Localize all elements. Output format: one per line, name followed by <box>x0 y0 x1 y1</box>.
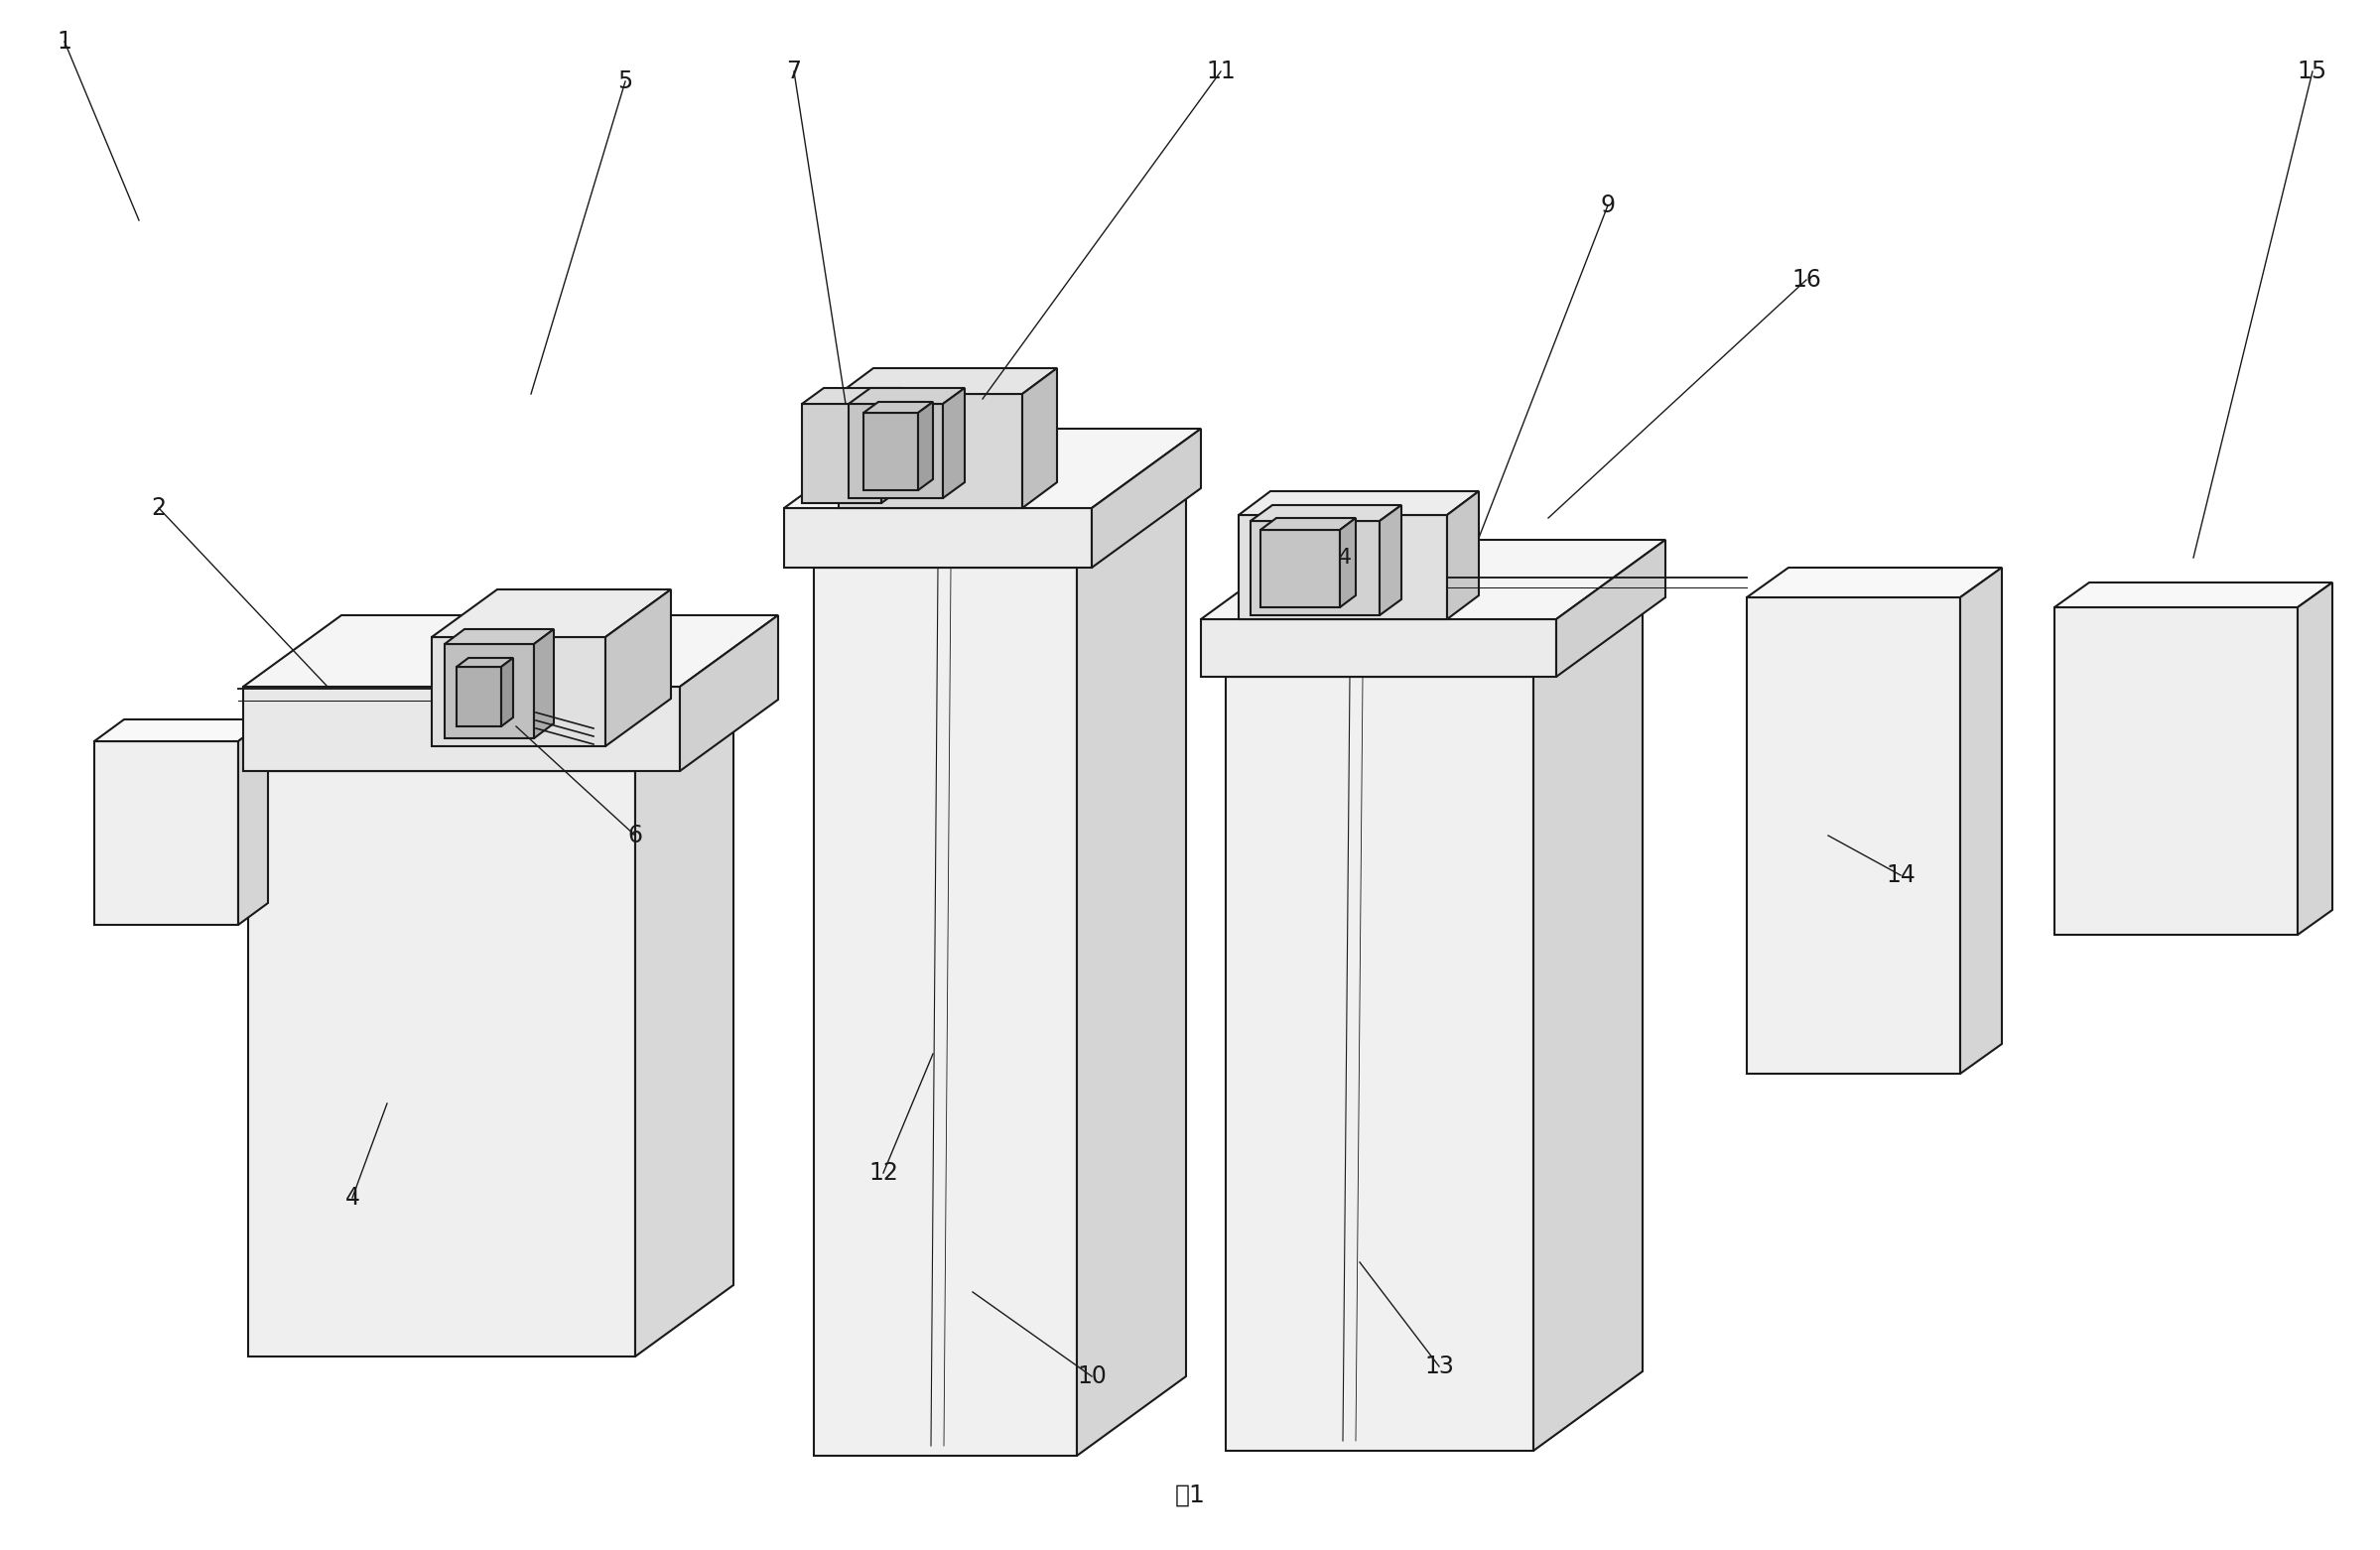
Polygon shape <box>1226 597 1642 677</box>
Polygon shape <box>431 589 671 637</box>
Text: 4: 4 <box>345 1186 359 1209</box>
Polygon shape <box>635 699 733 1356</box>
Polygon shape <box>919 401 933 490</box>
Text: 5: 5 <box>619 70 633 93</box>
Polygon shape <box>802 405 881 504</box>
Polygon shape <box>1250 521 1380 615</box>
Polygon shape <box>1447 491 1478 618</box>
Text: 4: 4 <box>1338 547 1352 567</box>
Polygon shape <box>2054 583 2332 608</box>
Polygon shape <box>243 687 681 770</box>
Polygon shape <box>457 666 502 727</box>
Polygon shape <box>1533 597 1642 1451</box>
Polygon shape <box>457 657 514 666</box>
Text: 7: 7 <box>785 59 802 84</box>
Polygon shape <box>1261 518 1357 530</box>
Text: 16: 16 <box>1792 268 1821 291</box>
Polygon shape <box>814 488 1185 567</box>
Text: 1: 1 <box>57 29 71 54</box>
Polygon shape <box>1340 518 1357 608</box>
Polygon shape <box>783 429 1202 508</box>
Polygon shape <box>1023 369 1057 508</box>
Polygon shape <box>850 388 964 405</box>
Polygon shape <box>850 405 942 498</box>
Polygon shape <box>2054 608 2297 935</box>
Polygon shape <box>942 388 964 498</box>
Polygon shape <box>1747 597 1961 1074</box>
Text: 11: 11 <box>1207 59 1235 84</box>
Polygon shape <box>243 615 778 687</box>
Polygon shape <box>2297 583 2332 935</box>
Polygon shape <box>533 629 555 738</box>
Polygon shape <box>95 719 269 741</box>
Polygon shape <box>1238 515 1447 618</box>
Polygon shape <box>1261 530 1340 608</box>
Polygon shape <box>1961 567 2002 1074</box>
Polygon shape <box>802 388 902 405</box>
Polygon shape <box>238 719 269 925</box>
Polygon shape <box>838 369 1057 394</box>
Polygon shape <box>1226 677 1533 1451</box>
Polygon shape <box>1557 539 1666 677</box>
Polygon shape <box>814 567 1076 1455</box>
Polygon shape <box>445 643 533 738</box>
Polygon shape <box>881 388 902 504</box>
Text: 10: 10 <box>1076 1364 1107 1389</box>
Polygon shape <box>1202 618 1557 677</box>
Polygon shape <box>783 508 1092 567</box>
Text: 13: 13 <box>1423 1355 1454 1378</box>
Text: 2: 2 <box>152 496 167 519</box>
Polygon shape <box>838 394 1023 508</box>
Text: 12: 12 <box>869 1161 897 1184</box>
Polygon shape <box>95 741 238 925</box>
Polygon shape <box>431 637 605 746</box>
Polygon shape <box>445 629 555 643</box>
Text: 15: 15 <box>2297 59 2328 84</box>
Polygon shape <box>248 699 733 770</box>
Text: 6: 6 <box>628 823 643 848</box>
Polygon shape <box>1092 429 1202 567</box>
Polygon shape <box>248 770 635 1356</box>
Polygon shape <box>864 412 919 490</box>
Text: 9: 9 <box>1599 194 1616 217</box>
Text: 14: 14 <box>1885 863 1916 887</box>
Polygon shape <box>1202 539 1666 618</box>
Polygon shape <box>1250 505 1402 521</box>
Polygon shape <box>605 589 671 746</box>
Polygon shape <box>1076 488 1185 1455</box>
Polygon shape <box>502 657 514 727</box>
Text: 图1: 图1 <box>1176 1483 1204 1507</box>
Polygon shape <box>864 401 933 412</box>
Polygon shape <box>1380 505 1402 615</box>
Polygon shape <box>1238 491 1478 515</box>
Polygon shape <box>1747 567 2002 597</box>
Polygon shape <box>681 615 778 770</box>
